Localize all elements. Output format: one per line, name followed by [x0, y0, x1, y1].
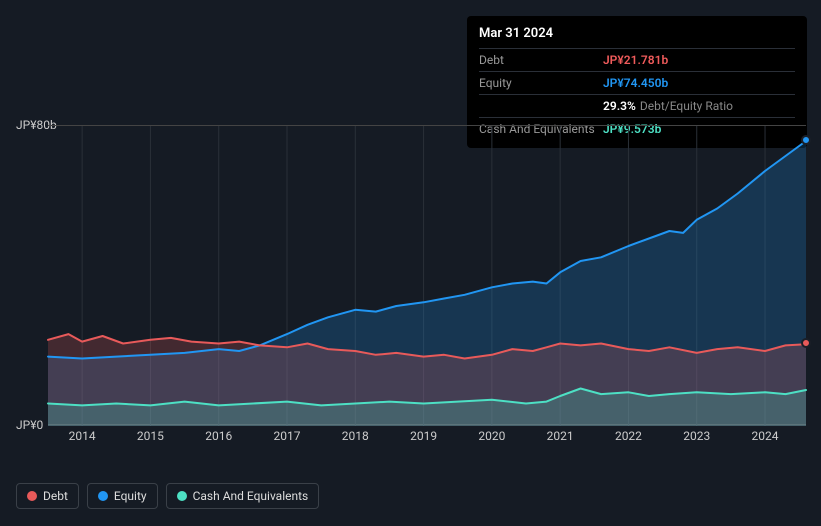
x-axis-tick: 2020 — [478, 429, 505, 443]
legend-swatch — [27, 491, 37, 501]
legend-label: Equity — [114, 489, 147, 503]
x-axis-labels: 2014 2015 2016 2017 2018 2019 2020 2021 2022 2023… — [48, 429, 806, 449]
legend-item-debt[interactable]: Debt — [16, 483, 79, 509]
x-axis-tick: 2018 — [342, 429, 369, 443]
x-axis-tick: 2019 — [410, 429, 437, 443]
tooltip-date: Mar 31 2024 — [479, 24, 795, 44]
debt-end-marker — [801, 338, 811, 348]
tooltip-row-label: Debt — [479, 51, 603, 69]
chart-container: JP¥80b JP¥0 2014201520162017201820192020… — [16, 125, 806, 440]
x-axis-tick: 2016 — [205, 429, 232, 443]
legend-label: Cash And Equivalents — [193, 489, 309, 503]
legend-swatch — [177, 491, 187, 501]
tooltip-row-label — [479, 97, 603, 115]
x-axis-tick: 2022 — [615, 429, 642, 443]
tooltip-row-label: Equity — [479, 74, 603, 92]
legend-swatch — [98, 491, 108, 501]
legend-label: Debt — [43, 489, 68, 503]
x-axis-tick: 2015 — [137, 429, 164, 443]
x-axis-tick: 2021 — [547, 429, 574, 443]
tooltip-row-sublabel: Debt/Equity Ratio — [640, 99, 733, 113]
tooltip-row-value: JP¥21.781b — [603, 51, 668, 69]
tooltip-row: DebtJP¥21.781b — [479, 48, 795, 71]
x-axis-tick: 2017 — [274, 429, 301, 443]
tooltip-row-value: JP¥74.450b — [603, 74, 668, 92]
x-axis-tick: 2023 — [683, 429, 710, 443]
equity-end-marker — [801, 135, 811, 145]
y-axis-min-label: JP¥0 — [16, 418, 32, 432]
y-axis-max-label: JP¥80b — [16, 118, 32, 132]
chart-plot-area[interactable] — [48, 125, 806, 425]
chart-legend: Debt Equity Cash And Equivalents — [16, 483, 319, 509]
tooltip-row: EquityJP¥74.450b — [479, 71, 795, 94]
tooltip-row-value: 29.3%Debt/Equity Ratio — [603, 97, 733, 115]
legend-item-equity[interactable]: Equity — [87, 483, 158, 509]
legend-item-cash-and-equivalents[interactable]: Cash And Equivalents — [166, 483, 320, 509]
x-axis-tick: 2024 — [752, 429, 779, 443]
tooltip-row: 29.3%Debt/Equity Ratio — [479, 94, 795, 117]
x-axis-tick: 2014 — [69, 429, 96, 443]
